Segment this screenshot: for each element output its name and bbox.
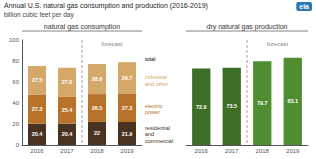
svg-text:power: power <box>145 109 160 115</box>
svg-text:eia: eia <box>299 3 309 10</box>
svg-text:commercial: commercial <box>145 138 173 144</box>
svg-text:forecast: forecast <box>267 41 289 47</box>
svg-text:forecast: forecast <box>101 41 123 47</box>
svg-text:28.6: 28.6 <box>92 76 103 82</box>
svg-text:2018: 2018 <box>90 148 104 154</box>
svg-text:2017: 2017 <box>60 148 74 154</box>
svg-text:20.4: 20.4 <box>32 131 44 137</box>
svg-text:83.1: 83.1 <box>287 98 298 104</box>
svg-text:industrial: industrial <box>145 74 167 80</box>
svg-text:2019: 2019 <box>120 148 134 154</box>
svg-text:22: 22 <box>94 130 100 136</box>
svg-text:77.1: 77.1 <box>92 56 103 62</box>
svg-text:residential: residential <box>145 125 170 131</box>
svg-text:2017: 2017 <box>225 148 239 154</box>
svg-text:78.8: 78.8 <box>122 54 133 60</box>
svg-text:72.9: 72.9 <box>196 104 207 110</box>
svg-text:100: 100 <box>9 37 20 43</box>
svg-text:0: 0 <box>16 142 20 148</box>
svg-text:and other: and other <box>145 81 168 87</box>
svg-text:20.4: 20.4 <box>62 131 74 137</box>
svg-text:79.7: 79.7 <box>257 100 268 106</box>
svg-text:80: 80 <box>12 58 19 64</box>
svg-text:electric: electric <box>145 103 163 109</box>
svg-text:25.4: 25.4 <box>62 107 74 113</box>
svg-text:total: total <box>145 56 155 62</box>
svg-text:2018: 2018 <box>256 148 270 154</box>
svg-text:29.7: 29.7 <box>122 75 133 81</box>
svg-text:75.1: 75.1 <box>32 58 43 64</box>
svg-text:dry natural gas production: dry natural gas production <box>207 23 288 31</box>
svg-text:and: and <box>145 131 154 137</box>
svg-text:natural gas consumption: natural gas consumption <box>44 23 120 31</box>
svg-text:21.9: 21.9 <box>122 131 133 137</box>
svg-text:27.5: 27.5 <box>32 77 43 83</box>
svg-text:2016: 2016 <box>30 148 44 154</box>
svg-text:2019: 2019 <box>286 148 300 154</box>
svg-text:60: 60 <box>12 79 19 85</box>
svg-text:27.3: 27.3 <box>32 106 43 112</box>
svg-text:20: 20 <box>12 121 19 127</box>
svg-text:73.7: 73.7 <box>62 60 73 66</box>
svg-text:27.3: 27.3 <box>122 105 133 111</box>
svg-text:27.8: 27.8 <box>62 79 73 85</box>
svg-text:26.5: 26.5 <box>92 105 103 111</box>
svg-text:billion cubic feet per day: billion cubic feet per day <box>4 11 74 19</box>
svg-text:73.5: 73.5 <box>226 103 237 109</box>
svg-text:40: 40 <box>12 100 19 106</box>
svg-text:2016: 2016 <box>195 148 209 154</box>
svg-text:Annual U.S. natural gas consum: Annual U.S. natural gas consumption and … <box>4 2 208 10</box>
